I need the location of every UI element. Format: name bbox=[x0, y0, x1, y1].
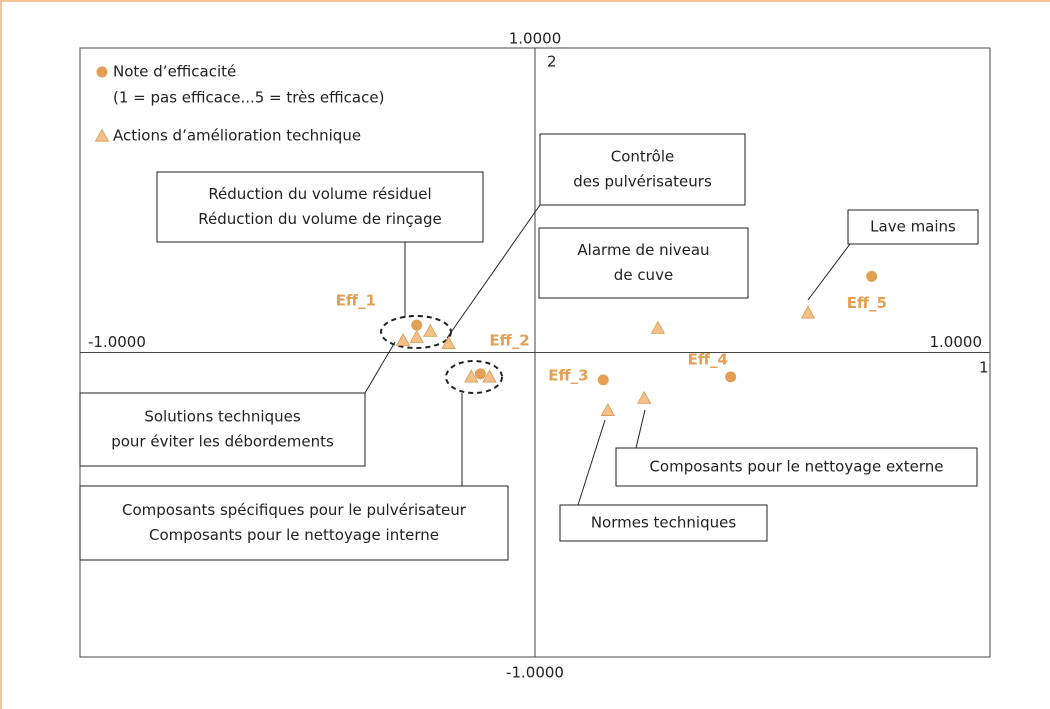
legend-marker bbox=[96, 66, 108, 78]
annotation-box bbox=[79, 485, 509, 561]
point bbox=[650, 320, 666, 334]
group-ellipse bbox=[445, 360, 503, 394]
annotation-text: Alarme de niveau bbox=[577, 241, 709, 259]
point bbox=[441, 336, 456, 349]
annotation-text: Réduction du volume de rinçage bbox=[198, 210, 441, 228]
point bbox=[725, 371, 737, 383]
annotation-text: de cuve bbox=[614, 266, 673, 284]
annotation-box bbox=[559, 504, 768, 542]
point bbox=[866, 270, 878, 282]
point-label: Eff_3 bbox=[548, 366, 588, 384]
leader-line bbox=[446, 204, 541, 339]
annotation-text: Lave mains bbox=[870, 218, 956, 236]
annotation-text: des pulvérisateurs bbox=[573, 173, 712, 191]
y-tick-label: -1.0000 bbox=[506, 664, 564, 682]
legend-label: Actions d’amélioration technique bbox=[113, 127, 361, 145]
point bbox=[395, 332, 411, 346]
legend-note: (1 = pas efficace...5 = très efficace) bbox=[113, 89, 384, 107]
annotation-text: Normes techniques bbox=[591, 514, 737, 532]
point bbox=[411, 319, 423, 331]
point bbox=[600, 403, 615, 416]
leader-line bbox=[364, 341, 396, 394]
point-label: Eff_4 bbox=[688, 350, 728, 368]
point bbox=[800, 305, 816, 319]
annotation-box bbox=[539, 133, 746, 206]
annotation-box bbox=[156, 171, 484, 243]
legend-marker bbox=[94, 128, 110, 142]
annotation-text: pour éviter les débordements bbox=[111, 433, 334, 451]
y-axis-label: 2 bbox=[547, 53, 557, 71]
annotation-box bbox=[615, 447, 978, 487]
leader-line bbox=[635, 409, 646, 449]
point bbox=[464, 369, 479, 383]
annotation-text: Composants pour le nettoyage externe bbox=[649, 458, 943, 476]
y-tick-label: 1.0000 bbox=[509, 30, 562, 48]
point bbox=[482, 369, 497, 383]
x-axis-label: 1 bbox=[979, 359, 989, 377]
annotation-text: Composants pour le nettoyage interne bbox=[149, 526, 439, 544]
annotation-text: Contrôle bbox=[611, 148, 674, 166]
point bbox=[597, 374, 609, 386]
annotation-box bbox=[847, 209, 979, 245]
point bbox=[637, 390, 652, 404]
leader-line bbox=[577, 419, 606, 506]
point bbox=[423, 323, 438, 337]
annotation-text: Solutions techniques bbox=[144, 408, 300, 426]
point bbox=[474, 368, 486, 380]
point bbox=[409, 329, 424, 343]
annotation-box bbox=[79, 392, 366, 467]
x-tick-label: 1.0000 bbox=[930, 333, 983, 351]
annotation-text: Composants spécifiques pour le pulvérisa… bbox=[122, 501, 467, 519]
annotation-text: Réduction du volume résiduel bbox=[208, 185, 431, 203]
annotation-box bbox=[538, 227, 749, 299]
leader-line bbox=[807, 243, 851, 301]
point-label: Eff_2 bbox=[489, 331, 529, 349]
legend-label: Note d’efficacité bbox=[113, 63, 236, 81]
x-tick-label: -1.0000 bbox=[88, 333, 146, 351]
point-label: Eff_1 bbox=[336, 292, 376, 310]
point-label: Eff_5 bbox=[847, 294, 887, 312]
